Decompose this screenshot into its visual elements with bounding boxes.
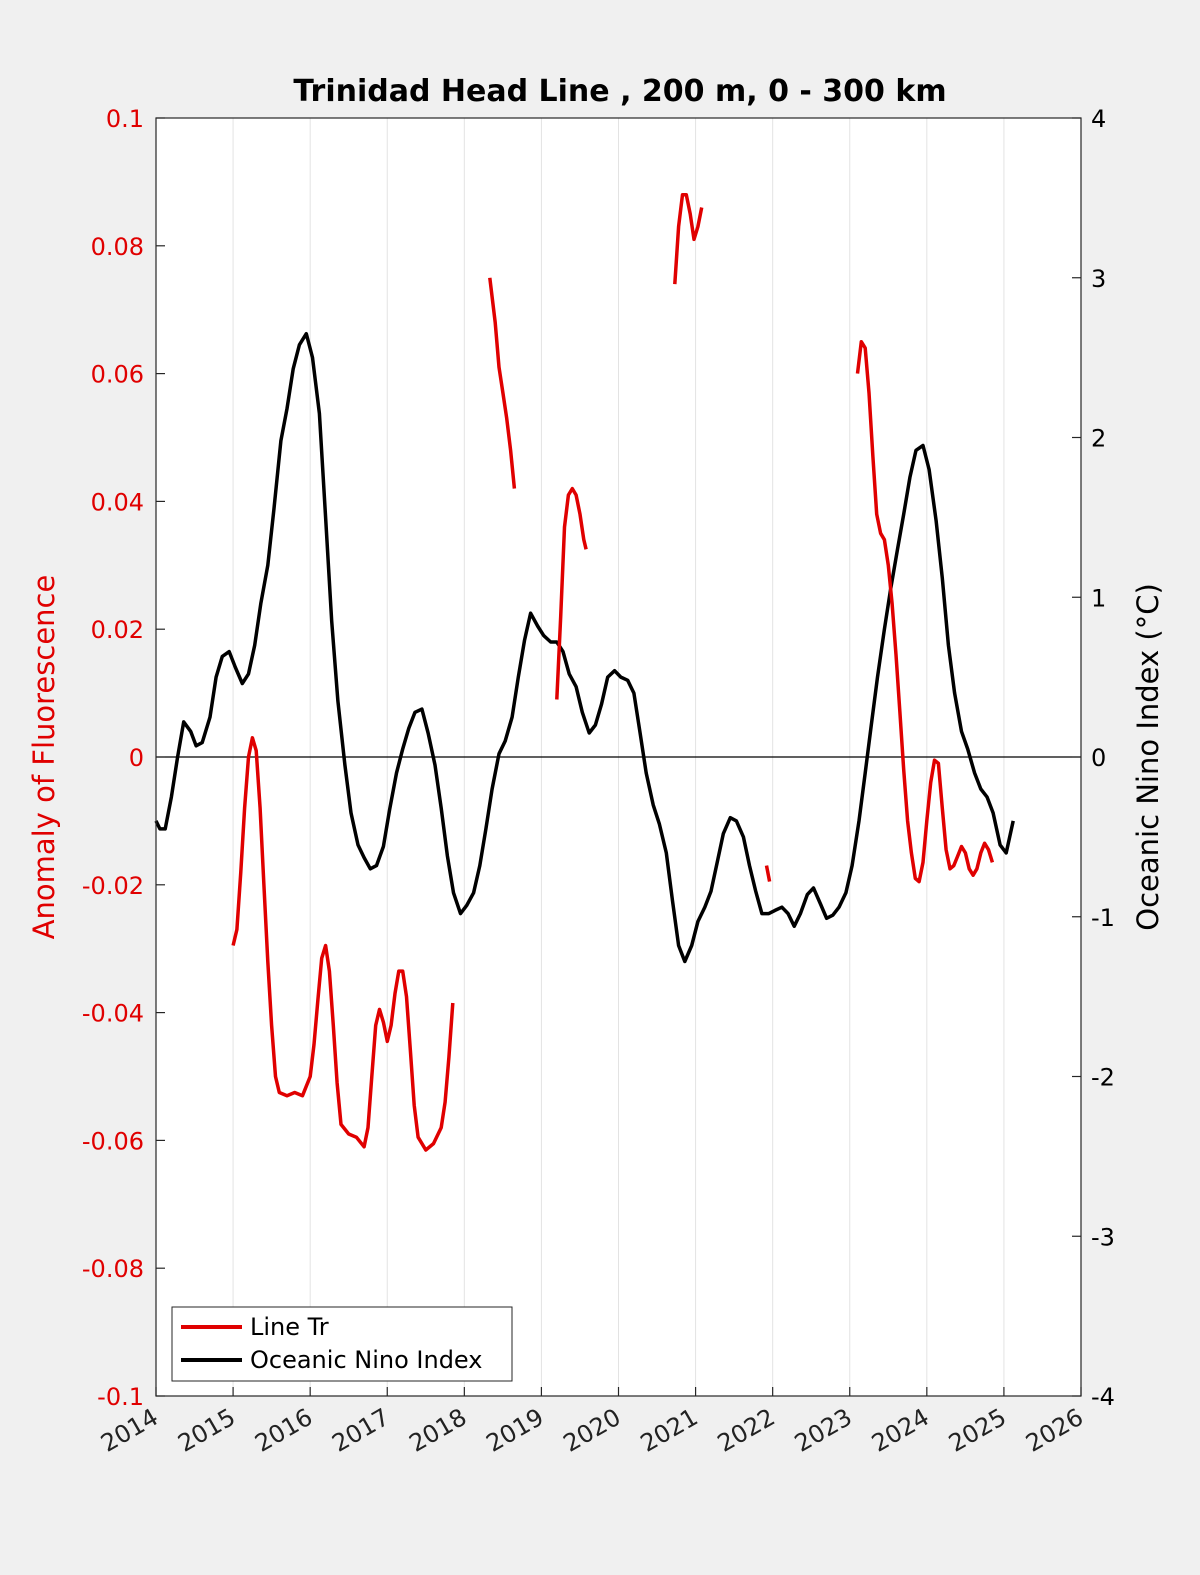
y-left-tick-label: -0.08 bbox=[82, 1255, 144, 1283]
legend-label-oni: Oceanic Nino Index bbox=[250, 1346, 482, 1374]
legend-box bbox=[171, 1306, 513, 1382]
y-left-tick-label: 0.1 bbox=[106, 105, 144, 133]
y-axis-right-label: Oceanic Nino Index (°C) bbox=[1131, 583, 1165, 931]
y-left-tick-label: -0.06 bbox=[82, 1127, 144, 1155]
y-right-tick-label: 3 bbox=[1091, 265, 1106, 293]
y-right-tick-label: -3 bbox=[1091, 1223, 1115, 1251]
y-left-tick-label: 0.04 bbox=[91, 488, 144, 516]
y-right-tick-label: 0 bbox=[1091, 744, 1106, 772]
y-right-tick-label: 2 bbox=[1091, 425, 1106, 453]
line-tr-segment-1 bbox=[231, 736, 455, 1152]
line-tr-segment-2 bbox=[488, 277, 517, 489]
oni-line-segment-1 bbox=[154, 331, 1015, 964]
y-left-tick-label: 0.02 bbox=[91, 616, 144, 644]
legend-label-line-tr: Line Tr bbox=[250, 1313, 329, 1341]
y-left-tick-label: -0.1 bbox=[97, 1383, 144, 1411]
legend: Line Tr Oceanic Nino Index bbox=[171, 1306, 513, 1382]
y-left-tick-label: 0 bbox=[129, 744, 144, 772]
line-tr-segment-6 bbox=[855, 339, 995, 884]
y-left-tick-label: 0.06 bbox=[91, 361, 144, 389]
y-axis-left-label: Anomaly of Fluorescence bbox=[27, 575, 61, 940]
line-tr-segment-4 bbox=[673, 192, 704, 285]
series-oceanic-nino-index bbox=[154, 331, 1015, 964]
line-tr-segment-5 bbox=[764, 865, 772, 882]
y-right-tick-label: -1 bbox=[1091, 904, 1115, 932]
line-tr-segment-3 bbox=[555, 486, 588, 700]
y-left-tick-label: -0.04 bbox=[82, 1000, 144, 1028]
chart-title: Trinidad Head Line , 200 m, 0 - 300 km bbox=[293, 74, 946, 109]
y-right-tick-label: 1 bbox=[1091, 584, 1106, 612]
y-left-tick-label: 0.08 bbox=[91, 233, 144, 261]
y-right-tick-label: -4 bbox=[1091, 1383, 1115, 1411]
y-left-tick-label: -0.02 bbox=[82, 872, 144, 900]
y-right-tick-label: 4 bbox=[1091, 105, 1106, 133]
series-line-tr bbox=[231, 192, 995, 1152]
y-right-tick-label: -2 bbox=[1091, 1064, 1115, 1092]
